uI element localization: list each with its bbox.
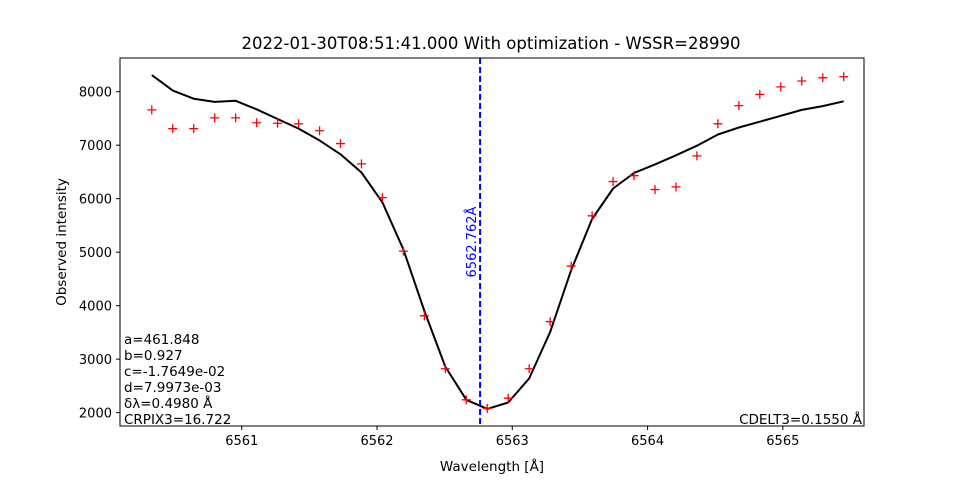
data-point: [335, 139, 345, 149]
data-point: [587, 211, 597, 221]
data-point: [566, 261, 576, 271]
data-point: [797, 76, 807, 86]
data-point: [818, 73, 828, 83]
data-point: [419, 311, 429, 321]
x-tick-label: 6564: [631, 434, 664, 449]
data-point: [629, 171, 639, 181]
data-point: [356, 159, 366, 169]
x-axis-label: Wavelength [Å]: [440, 458, 544, 475]
fit-parameter-line: d=7.9973e-03: [124, 380, 221, 396]
data-point: [503, 393, 513, 403]
y-axis: 2000 3000 4000 5000 6000 7000 8000: [79, 86, 120, 422]
plot-frame: [119, 57, 865, 427]
y-tick-label: 6000: [79, 193, 112, 208]
fit-parameter-line: a=461.848: [124, 332, 199, 348]
fit-parameter-line: b=0.927: [124, 348, 183, 364]
y-tick-label: 3000: [79, 353, 112, 368]
cdelt3-annotation: CDELT3=0.1550 Å: [739, 411, 863, 428]
data-point: [440, 364, 450, 374]
fit-parameter-line: CRPIX3=16.722: [124, 412, 231, 428]
data-point: [315, 126, 325, 136]
data-point: [168, 124, 178, 134]
plot-area: 6562.762Å: [147, 58, 849, 426]
y-tick-label: 7000: [79, 139, 112, 154]
x-tick-label: 6562: [360, 434, 393, 449]
data-point: [608, 177, 618, 187]
y-tick-label: 8000: [79, 86, 112, 101]
data-point: [692, 151, 702, 161]
fit-parameter-line: c=-1.7649e-02: [124, 364, 225, 380]
data-point: [482, 403, 492, 413]
x-tick-label: 6561: [225, 434, 258, 449]
fit-parameters: a=461.848b=0.927c=-1.7649e-02d=7.9973e-0…: [124, 332, 231, 428]
data-point: [273, 118, 283, 128]
y-axis-label: Observed intensity: [54, 178, 70, 306]
data-point: [713, 119, 723, 129]
data-point: [377, 193, 387, 203]
data-point: [461, 395, 471, 405]
y-tick-label: 2000: [79, 407, 112, 422]
x-axis: 6561 6562 6563 6564 6565: [225, 426, 799, 449]
data-point: [231, 113, 241, 123]
data-point: [147, 105, 157, 115]
data-point: [545, 317, 555, 327]
data-point: [294, 119, 304, 129]
data-point: [398, 246, 408, 256]
data-point: [839, 72, 849, 82]
y-tick-label: 4000: [79, 300, 112, 315]
data-point: [776, 82, 786, 92]
data-point: [210, 113, 220, 123]
data-point: [755, 89, 765, 99]
data-point: [650, 185, 660, 195]
x-tick-label: 6565: [766, 434, 799, 449]
data-point: [252, 118, 262, 128]
data-point: [189, 124, 199, 134]
center-wavelength-label: 6562.762Å: [464, 206, 480, 277]
y-tick-label: 5000: [79, 246, 112, 261]
fit-line: [151, 74, 844, 410]
fit-parameter-line: δλ=0.4980 Å: [124, 395, 213, 412]
x-tick-label: 6563: [496, 434, 529, 449]
chart-title: 2022-01-30T08:51:41.000 With optimizatio…: [242, 34, 741, 53]
data-point: [524, 364, 534, 374]
data-point: [734, 101, 744, 111]
data-point: [671, 182, 681, 192]
